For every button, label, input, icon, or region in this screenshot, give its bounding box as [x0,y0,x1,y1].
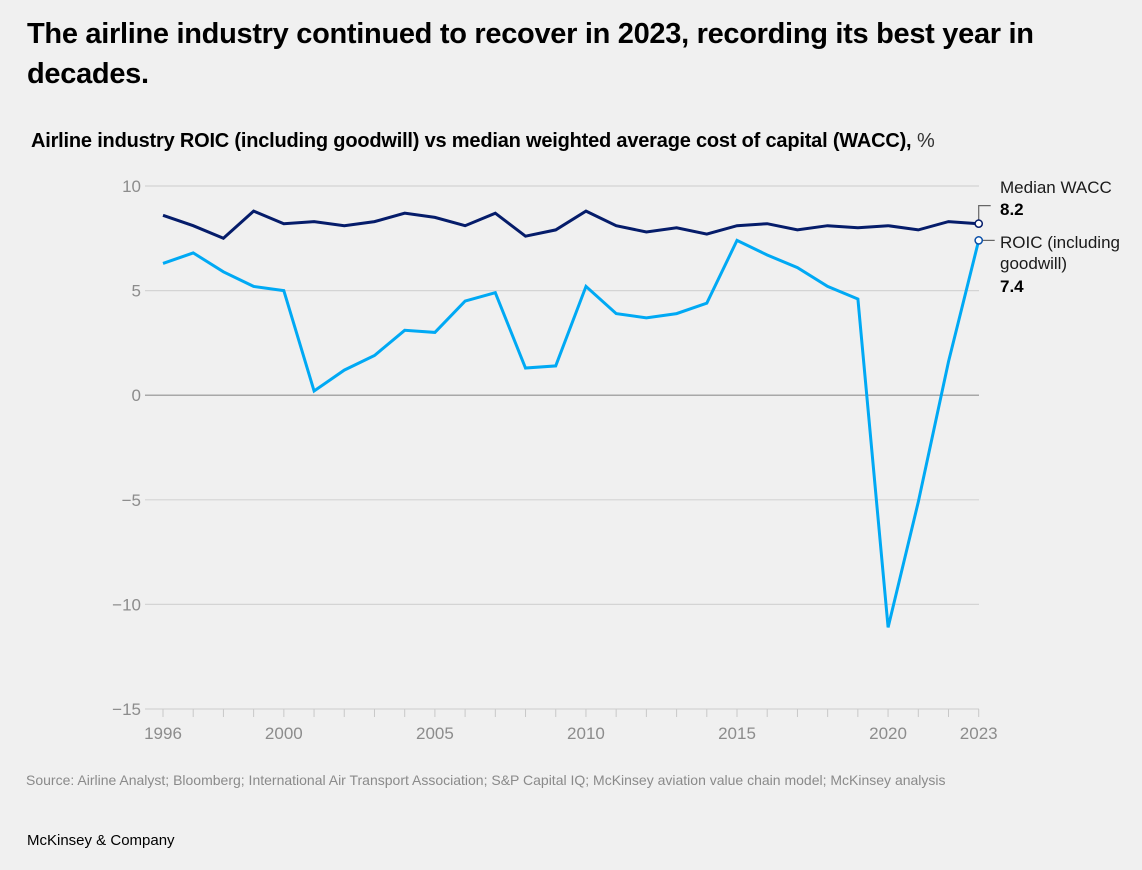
x-axis: 1996 2000 2005 2010 2015 2020 2023 [144,709,998,743]
y-tick-label: −15 [112,700,141,719]
subtitle-unit: % [911,130,935,152]
x-tick-label: 2000 [265,724,303,743]
chart-subtitle: Airline industry ROIC (including goodwil… [31,128,935,154]
x-tick-label: 2015 [718,724,756,743]
x-tick-label: 1996 [144,724,182,743]
roic-label-line: ROIC (including [1000,233,1120,252]
y-tick-label: −10 [112,595,141,614]
y-tick-label: 10 [122,177,141,196]
series-lines [162,209,981,628]
roic-end-marker [974,236,984,245]
y-tick-label: 5 [132,282,141,301]
wacc-line [162,209,979,241]
x-tick-label: 2023 [960,724,998,743]
brand-logo-text: McKinsey & Company [27,832,175,849]
y-tick-label: 0 [132,386,141,405]
line-chart: 10 5 0 −5 −10 −15 1996 2000 2005 2010 2015 2020 202… [112,177,1120,743]
source-note: Source: Airline Analyst; Bloomberg; Inte… [26,772,946,788]
y-tick-label: −5 [122,491,141,510]
roic-line [162,238,981,628]
gridlines [145,185,979,710]
x-tick-label: 2005 [416,724,454,743]
roic-label-line: goodwill) [1000,254,1067,273]
y-axis-tick-labels: 10 5 0 −5 −10 −15 [112,177,141,719]
end-labels: Median WACC 8.2 ROIC (including goodwill) 7.… [974,178,1120,296]
subtitle-text: Airline industry ROIC (including goodwil… [31,130,912,152]
wacc-value-label: 8.2 [1000,200,1024,219]
chart-title: The airline industry continued to recove… [27,18,1034,90]
wacc-label: Median WACC [1000,178,1112,197]
x-tick-label: 2020 [869,724,907,743]
roic-value-label: 7.4 [1000,277,1024,296]
wacc-end-marker [974,219,984,229]
x-tick-label: 2010 [567,724,605,743]
wacc-leader-line [978,205,991,220]
